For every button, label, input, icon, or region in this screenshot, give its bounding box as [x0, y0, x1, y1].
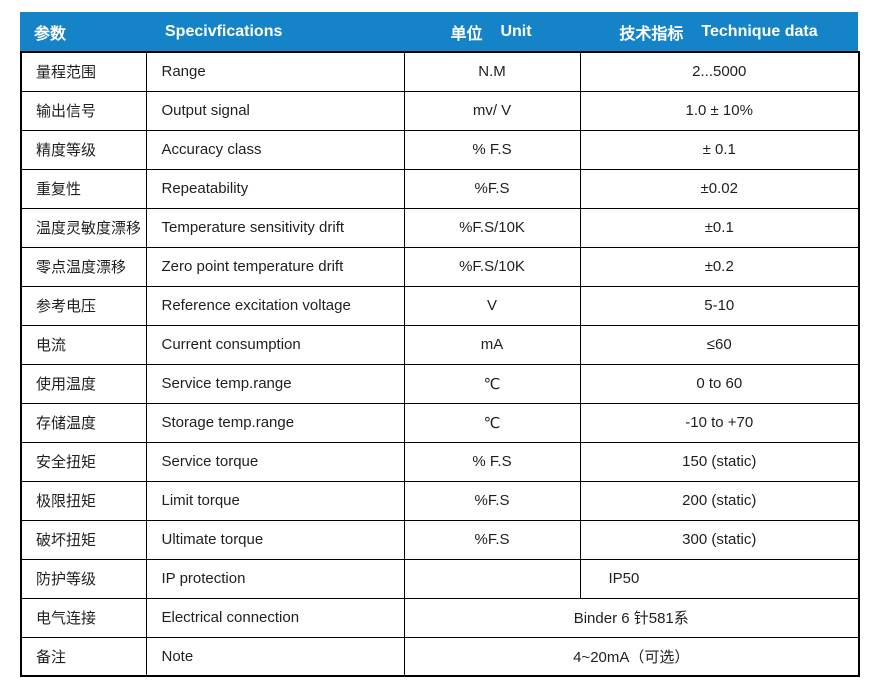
unit-cell: [403, 558, 581, 599]
value-cell: ±0.1: [579, 207, 860, 248]
unit-cell: V: [403, 285, 581, 326]
param-zh-cell: 使用温度: [20, 363, 147, 404]
unit-cell: %F.S: [403, 168, 581, 209]
table-row-ip-protection: 防护等级 IP protection IP50: [20, 558, 860, 599]
param-zh-cell: 温度灵敏度漂移: [20, 207, 147, 248]
param-en-cell: Note: [145, 636, 405, 677]
table-row-electrical-connection: 电气连接 Electrical connection Binder 6 针581…: [20, 597, 860, 638]
param-zh-cell: 安全扭矩: [20, 441, 147, 482]
header-specifications-label: Specivfications: [165, 22, 283, 40]
value-cell: 5-10: [579, 285, 860, 326]
header-parameter-label: 参数: [34, 25, 67, 43]
table-row-repeatability: 重复性 Repeatability %F.S ±0.02: [20, 168, 860, 209]
value-cell: 2...5000: [579, 51, 860, 92]
param-en-cell: Range: [145, 51, 405, 92]
value-cell: IP50: [579, 558, 860, 599]
header-unit-zh-label: 单位: [450, 25, 483, 43]
merged-value-cell: 4~20mA（可选）: [403, 636, 860, 677]
header-technique-zh-label: 技术指标: [619, 25, 684, 43]
table-row-temperature-sensitivity-drift: 温度灵敏度漂移 Temperature sensitivity drift %F…: [20, 207, 860, 248]
table-row-reference-excitation-voltage: 参考电压 Reference excitation voltage V 5-10: [20, 285, 860, 326]
table-row-accuracy-class: 精度等级 Accuracy class % F.S ± 0.1: [20, 129, 860, 170]
param-zh-cell: 电流: [20, 324, 147, 365]
header-technique-data: 技术指标 Technique data: [579, 12, 858, 51]
unit-cell: ℃: [403, 363, 581, 404]
param-zh-cell: 量程范围: [20, 51, 147, 92]
param-zh-cell: 零点温度漂移: [20, 246, 147, 287]
header-technique-en-label: Technique data: [701, 22, 818, 40]
unit-cell: %F.S: [403, 480, 581, 521]
merged-value-cell: Binder 6 针581系: [403, 597, 860, 638]
unit-cell: ℃: [403, 402, 581, 443]
unit-cell: %F.S/10K: [403, 246, 581, 287]
header-specifications: Specivfications: [145, 12, 403, 51]
value-cell: 300 (static): [579, 519, 860, 560]
param-en-cell: IP protection: [145, 558, 405, 599]
table-row-output-signal: 输出信号 Output signal mv/ V 1.0 ± 10%: [20, 90, 860, 131]
param-zh-cell: 重复性: [20, 168, 147, 209]
param-en-cell: Storage temp.range: [145, 402, 405, 443]
param-en-cell: Current consumption: [145, 324, 405, 365]
param-en-cell: Zero point temperature drift: [145, 246, 405, 287]
param-zh-cell: 输出信号: [20, 90, 147, 131]
value-cell: 200 (static): [579, 480, 860, 521]
unit-cell: N.M: [403, 51, 581, 92]
specification-table-body: 量程范围 Range N.M 2...5000 输出信号 Output sign…: [20, 51, 860, 677]
specification-table: 参数 Specivfications 单位 Unit 技术指标 Techniqu…: [20, 12, 860, 677]
unit-cell: mA: [403, 324, 581, 365]
table-row-storage-temp-range: 存储温度 Storage temp.range ℃ -10 to +70: [20, 402, 860, 443]
table-row-range: 量程范围 Range N.M 2...5000: [20, 51, 860, 92]
param-en-cell: Temperature sensitivity drift: [145, 207, 405, 248]
unit-cell: %F.S/10K: [403, 207, 581, 248]
table-row-current-consumption: 电流 Current consumption mA ≤60: [20, 324, 860, 365]
param-zh-cell: 精度等级: [20, 129, 147, 170]
value-cell: ± 0.1: [579, 129, 860, 170]
value-cell: ±0.02: [579, 168, 860, 209]
value-cell: 0 to 60: [579, 363, 860, 404]
param-en-cell: Electrical connection: [145, 597, 405, 638]
param-en-cell: Service temp.range: [145, 363, 405, 404]
header-unit: 单位 Unit: [403, 12, 579, 51]
unit-cell: % F.S: [403, 129, 581, 170]
param-en-cell: Output signal: [145, 90, 405, 131]
param-zh-cell: 破坏扭矩: [20, 519, 147, 560]
value-cell: -10 to +70: [579, 402, 860, 443]
table-header-row: 参数 Specivfications 单位 Unit 技术指标 Techniqu…: [20, 12, 858, 51]
value-cell: ±0.2: [579, 246, 860, 287]
param-zh-cell: 存储温度: [20, 402, 147, 443]
param-en-cell: Ultimate torque: [145, 519, 405, 560]
param-zh-cell: 参考电压: [20, 285, 147, 326]
param-zh-cell: 防护等级: [20, 558, 147, 599]
param-en-cell: Limit torque: [145, 480, 405, 521]
unit-cell: % F.S: [403, 441, 581, 482]
header-unit-en-label: Unit: [500, 22, 532, 40]
unit-cell: mv/ V: [403, 90, 581, 131]
param-en-cell: Reference excitation voltage: [145, 285, 405, 326]
param-zh-cell: 电气连接: [20, 597, 147, 638]
value-cell: 150 (static): [579, 441, 860, 482]
table-row-zero-point-temperature-drift: 零点温度漂移 Zero point temperature drift %F.S…: [20, 246, 860, 287]
param-zh-cell: 极限扭矩: [20, 480, 147, 521]
table-row-service-torque: 安全扭矩 Service torque % F.S 150 (static): [20, 441, 860, 482]
table-row-limit-torque: 极限扭矩 Limit torque %F.S 200 (static): [20, 480, 860, 521]
param-en-cell: Repeatability: [145, 168, 405, 209]
value-cell: 1.0 ± 10%: [579, 90, 860, 131]
header-parameter: 参数: [20, 12, 145, 51]
table-row-service-temp-range: 使用温度 Service temp.range ℃ 0 to 60: [20, 363, 860, 404]
table-row-ultimate-torque: 破坏扭矩 Ultimate torque %F.S 300 (static): [20, 519, 860, 560]
param-en-cell: Accuracy class: [145, 129, 405, 170]
param-en-cell: Service torque: [145, 441, 405, 482]
unit-cell: %F.S: [403, 519, 581, 560]
param-zh-cell: 备注: [20, 636, 147, 677]
table-row-note: 备注 Note 4~20mA（可选）: [20, 636, 860, 677]
value-cell: ≤60: [579, 324, 860, 365]
